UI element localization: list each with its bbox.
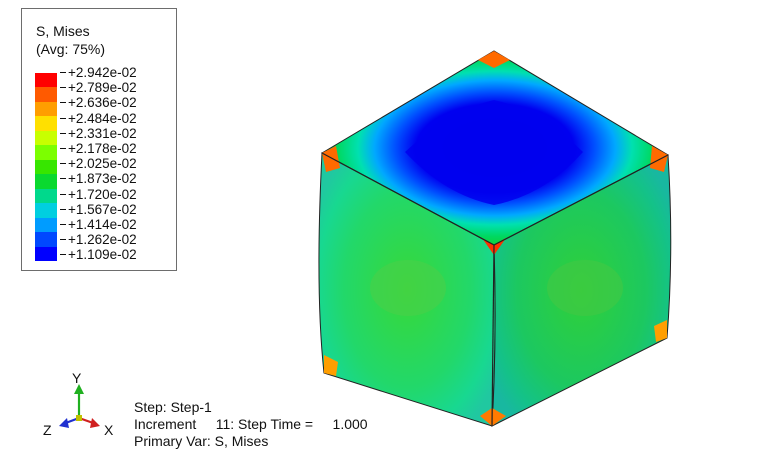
legend-swatch — [35, 217, 57, 233]
legend-value: +1.414e-02 — [68, 216, 137, 232]
legend-label: +1.567e-02 — [60, 202, 137, 217]
legend-tick — [60, 102, 66, 104]
legend-labels: +2.942e-02 +2.789e-02 +2.636e-02 +2.484e-02… — [60, 65, 137, 262]
legend-tick — [60, 223, 66, 225]
step-name: Step: Step-1 — [134, 399, 212, 415]
legend-label: +2.331e-02 — [60, 126, 137, 141]
legend-label: +1.873e-02 — [60, 171, 137, 186]
legend-color-bar — [35, 73, 57, 262]
primary-variable: Primary Var: S, Mises — [134, 433, 269, 449]
triad-z-label: Z — [43, 422, 52, 438]
legend-value: +2.484e-02 — [68, 110, 137, 126]
top-face-low-stress-region — [405, 100, 583, 205]
legend-swatch — [35, 101, 57, 117]
legend-value: +2.331e-02 — [68, 125, 137, 141]
legend-label: +2.178e-02 — [60, 141, 137, 156]
triad-axes — [59, 384, 100, 428]
legend-value: +2.025e-02 — [68, 156, 137, 172]
legend-tick — [60, 208, 66, 210]
corner-hotspot-top — [478, 51, 510, 68]
legend-tick — [60, 72, 66, 74]
legend-label: +2.484e-02 — [60, 111, 137, 126]
legend-value: +1.262e-02 — [68, 232, 137, 248]
legend-label: +2.636e-02 — [60, 95, 137, 110]
corner-hotspot-bottom-right — [654, 320, 667, 342]
legend-swatch — [35, 246, 57, 262]
legend-tick — [60, 117, 66, 119]
legend-swatch — [35, 145, 57, 160]
legend-label: +2.025e-02 — [60, 156, 137, 171]
legend-title: S, Mises — [36, 23, 90, 39]
legend-subtitle: (Avg: 75%) — [36, 41, 105, 57]
legend-value: +2.942e-02 — [68, 65, 137, 80]
legend-tick — [60, 163, 66, 165]
legend-tick — [60, 178, 66, 180]
legend-tick — [60, 239, 66, 241]
legend-tick — [60, 148, 66, 150]
legend-value: +1.873e-02 — [68, 171, 137, 187]
cube-edge-top-left — [321, 152, 495, 246]
triad-y-label: Y — [72, 370, 82, 386]
legend-value: +1.109e-02 — [68, 247, 137, 263]
legend-label: +2.789e-02 — [60, 80, 137, 95]
legend-label: +1.109e-02 — [60, 247, 137, 262]
legend-swatch — [35, 188, 57, 204]
contour-legend[interactable]: S, Mises (Avg: 75%) +2.942e-02 +2.789e-02… — [21, 8, 177, 271]
legend-label: +2.942e-02 — [60, 65, 137, 80]
legend-label: +1.414e-02 — [60, 217, 137, 232]
legend-swatch — [35, 174, 57, 189]
legend-tick — [60, 254, 66, 256]
legend-tick — [60, 132, 66, 134]
right-face-patch — [547, 260, 623, 316]
legend-swatch — [35, 87, 57, 102]
legend-tick — [60, 87, 66, 89]
legend-tick — [60, 193, 66, 195]
legend-swatch — [35, 232, 57, 247]
legend-value: +2.636e-02 — [68, 95, 137, 111]
legend-swatch — [35, 73, 57, 88]
legend-label: +1.262e-02 — [60, 232, 137, 247]
legend-swatch — [35, 116, 57, 131]
legend-value: +1.567e-02 — [68, 201, 137, 217]
cube-edge-front — [491, 244, 495, 427]
legend-label: +1.720e-02 — [60, 187, 137, 202]
step-info: Step: Step-1 Increment 11: Step Time = 1… — [134, 399, 368, 450]
left-face-patch — [370, 260, 446, 316]
legend-value: +2.789e-02 — [68, 80, 137, 96]
legend-value: +2.178e-02 — [68, 140, 137, 156]
increment-info: Increment 11: Step Time = 1.000 — [134, 416, 368, 432]
legend-swatch — [35, 130, 57, 146]
legend-swatch — [35, 159, 57, 175]
legend-value: +1.720e-02 — [68, 186, 137, 202]
cube-edge-top-right — [493, 154, 669, 246]
triad-x-label: X — [104, 422, 114, 438]
corner-hotspot-bottom — [480, 408, 506, 426]
corner-hotspot-left — [322, 146, 340, 172]
corner-hotspot-bottom-left — [324, 355, 338, 376]
legend-swatch — [35, 203, 57, 218]
view-triad: Y X Z — [38, 366, 128, 446]
